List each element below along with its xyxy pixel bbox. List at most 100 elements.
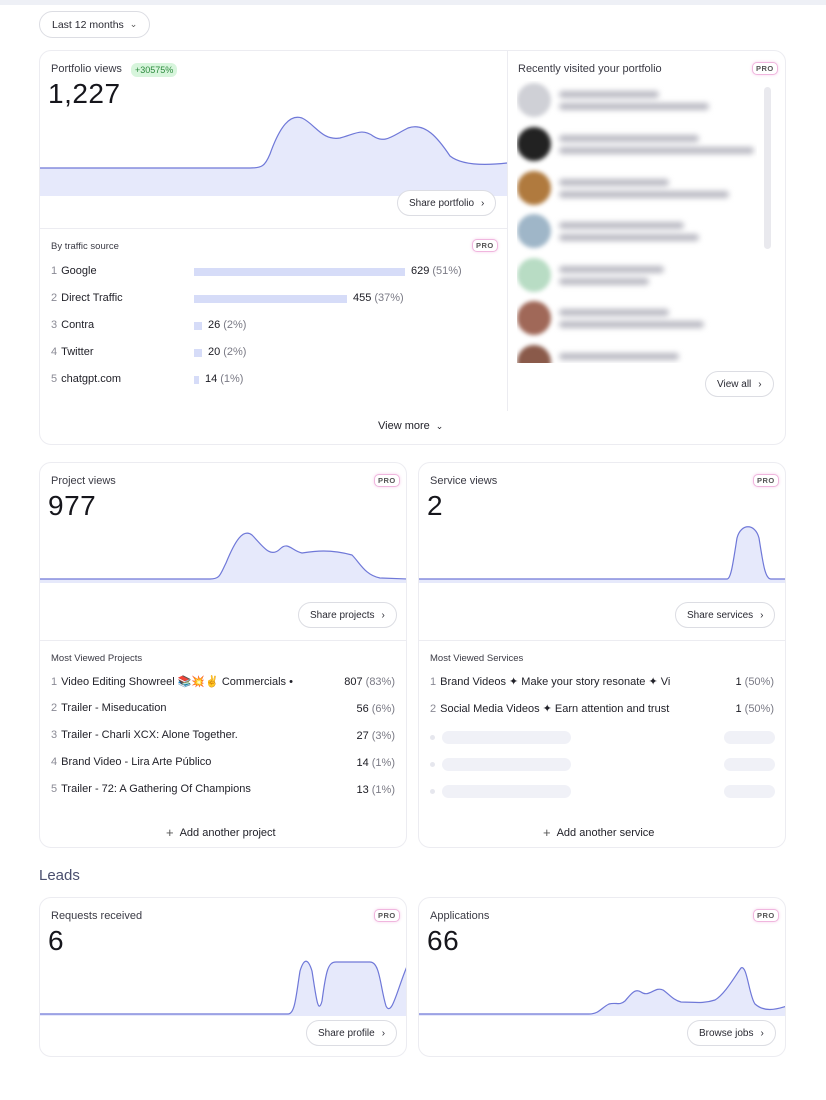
- item-name: Trailer - Charli XCX: Alone Together.: [61, 729, 238, 741]
- top-bar: [0, 0, 826, 5]
- chevron-down-icon: ⌄: [129, 19, 138, 29]
- percent: (1%): [371, 784, 395, 796]
- value: 629: [411, 265, 430, 277]
- requests-chart: [40, 960, 406, 1016]
- share-profile-button[interactable]: Share profile ›: [306, 1020, 398, 1046]
- divider: [507, 51, 508, 411]
- value: 455: [353, 292, 372, 304]
- percent: (6%): [371, 703, 395, 715]
- project-views-count: 977: [48, 490, 97, 521]
- rank: 1: [51, 676, 58, 688]
- percent: (50%): [744, 676, 774, 688]
- avatar: [517, 301, 551, 335]
- percent: (50%): [744, 703, 774, 715]
- chevron-right-icon: ›: [381, 1027, 386, 1039]
- leads-heading: Leads: [39, 867, 80, 884]
- item-name: Brand Video - Lira Arte Público: [61, 756, 212, 768]
- pro-badge: PRO: [374, 909, 400, 922]
- browse-jobs-button[interactable]: Browse jobs ›: [687, 1020, 776, 1046]
- rank: 2: [51, 292, 58, 304]
- skeleton-dot: [430, 762, 435, 767]
- list-item: 3 Contra: [51, 319, 94, 331]
- value: 56: [356, 703, 369, 715]
- source-name: Twitter: [61, 346, 94, 358]
- share-profile-label: Share profile: [318, 1027, 375, 1039]
- value: 1: [735, 676, 742, 688]
- list-item[interactable]: [517, 214, 699, 248]
- avatar: [517, 258, 551, 292]
- percent: (2%): [223, 319, 247, 331]
- source-value: 629 (51%): [411, 265, 462, 277]
- view-more-button[interactable]: View more ⌄: [378, 420, 443, 432]
- source-value: 14 (1%): [205, 373, 243, 385]
- divider: [40, 228, 507, 229]
- share-projects-button[interactable]: Share projects ›: [298, 602, 397, 628]
- rank: 2: [430, 703, 437, 715]
- skeleton-dot: [430, 789, 435, 794]
- skeleton-row: [442, 731, 571, 744]
- list-item[interactable]: 2 Trailer - Miseducation: [51, 702, 299, 714]
- service-views-title: Service views: [430, 475, 498, 487]
- percent: (2%): [223, 346, 247, 358]
- chevron-right-icon: ›: [758, 378, 762, 390]
- value: 14: [205, 373, 218, 385]
- value: 26: [208, 319, 221, 331]
- list-item[interactable]: [517, 83, 709, 117]
- portfolio-views-count: 1,227: [48, 78, 121, 109]
- item-value: 1 (50%): [736, 703, 774, 715]
- share-portfolio-label: Share portfolio: [409, 197, 475, 209]
- list-item[interactable]: [517, 345, 679, 363]
- rank: 5: [51, 783, 58, 795]
- item-name: Trailer - 72: A Gathering Of Champions: [61, 783, 251, 795]
- date-range-dropdown[interactable]: Last 12 months ⌄: [39, 11, 151, 38]
- list-item[interactable]: 1 Brand Videos ✦ Make your story resonate…: [430, 675, 678, 688]
- applications-card: Applications PRO 66 Browse jobs ›: [418, 897, 786, 1057]
- view-all-button[interactable]: View all ›: [705, 371, 774, 397]
- rank: 1: [430, 676, 437, 688]
- project-views-title: Project views: [51, 475, 116, 487]
- source-name: chatgpt.com: [61, 373, 122, 385]
- item-value: 1 (50%): [736, 676, 774, 688]
- project-views-chart: [40, 532, 406, 583]
- service-views-count: 2: [427, 490, 444, 521]
- scrollbar[interactable]: [764, 87, 771, 249]
- list-item[interactable]: [517, 127, 754, 161]
- list-item: 2 Direct Traffic: [51, 292, 123, 304]
- list-item[interactable]: [517, 258, 664, 292]
- list-item[interactable]: 5 Trailer - 72: A Gathering Of Champions: [51, 783, 299, 795]
- list-item[interactable]: [517, 301, 704, 335]
- item-value: 13 (1%): [357, 784, 395, 796]
- list-item: 5 chatgpt.com: [51, 373, 121, 385]
- growth-badge: +30575%: [131, 63, 178, 77]
- add-project-button[interactable]: + Add another project: [166, 825, 276, 840]
- browse-jobs-label: Browse jobs: [699, 1027, 754, 1039]
- share-portfolio-button[interactable]: Share portfolio ›: [397, 190, 497, 216]
- item-name: Brand Videos ✦ Make your story resonate …: [440, 676, 671, 688]
- percent: (37%): [374, 292, 404, 304]
- skeleton-row: [724, 758, 775, 771]
- source-bar: [194, 295, 347, 303]
- rank: 1: [51, 265, 58, 277]
- portfolio-views-chart: [40, 116, 507, 196]
- source-name: Direct Traffic: [61, 292, 123, 304]
- share-services-button[interactable]: Share services ›: [675, 602, 776, 628]
- chevron-right-icon: ›: [381, 609, 385, 621]
- add-service-button[interactable]: + Add another service: [543, 825, 654, 840]
- avatar: [517, 127, 551, 161]
- list-item[interactable]: [517, 171, 729, 205]
- item-name: Social Media Videos ✦ Earn attention and…: [440, 703, 670, 715]
- list-item[interactable]: 1 Video Editing Showreel 📚💥✌️ Commercials…: [51, 675, 299, 688]
- list-item[interactable]: 4 Brand Video - Lira Arte Público: [51, 756, 299, 768]
- list-item[interactable]: 3 Trailer - Charli XCX: Alone Together.: [51, 729, 299, 741]
- add-project-label: Add another project: [179, 826, 276, 839]
- applications-count: 66: [427, 925, 460, 956]
- share-services-label: Share services: [687, 609, 754, 621]
- most-viewed-services-title: Most Viewed Services: [430, 653, 524, 664]
- skeleton-row: [442, 758, 571, 771]
- applications-title: Applications: [430, 910, 490, 922]
- portfolio-views-title: Portfolio views: [51, 63, 122, 75]
- list-item[interactable]: 2 Social Media Videos ✦ Earn attention an…: [430, 702, 678, 715]
- percent: (1%): [220, 373, 244, 385]
- item-value: 27 (3%): [357, 730, 395, 742]
- percent: (3%): [371, 730, 395, 742]
